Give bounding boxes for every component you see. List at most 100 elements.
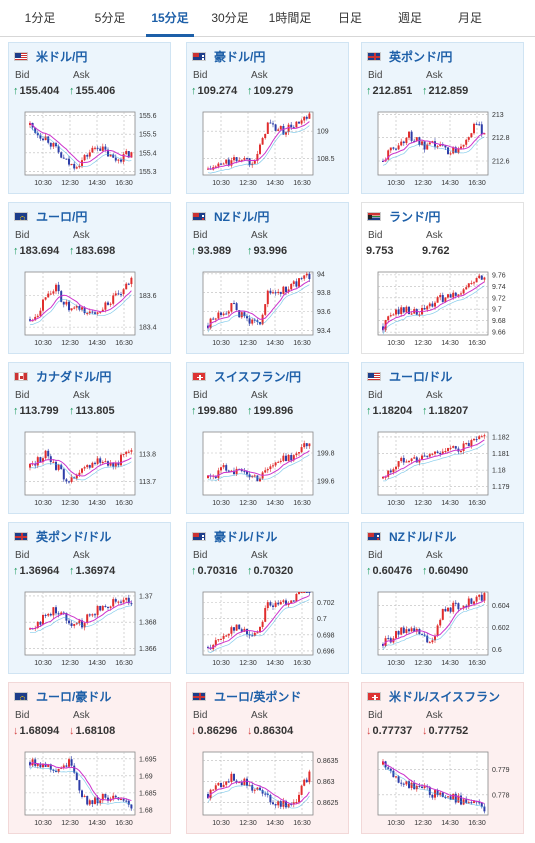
pair-title[interactable]: スイスフラン/円 bbox=[192, 369, 301, 384]
candle bbox=[295, 802, 298, 804]
candle bbox=[465, 287, 468, 290]
tab-3[interactable]: 30分足 bbox=[211, 11, 249, 25]
currency-card[interactable]: ランド/円 Bid Ask 9.753 9.762 10:30 12:30 14:30 16:3… bbox=[361, 202, 524, 354]
candle bbox=[248, 318, 251, 324]
pair-name[interactable]: NZドル/ドル bbox=[389, 529, 457, 544]
candle bbox=[65, 479, 68, 482]
currency-card[interactable]: 英ポンド/ドル Bid Ask ↑1.36964 ↑1.36974 10:30 12:30 1… bbox=[8, 522, 171, 674]
candle bbox=[480, 275, 483, 280]
pair-name[interactable]: スイスフラン/円 bbox=[214, 369, 301, 384]
pair-title[interactable]: カナダドル/円 bbox=[14, 369, 112, 384]
currency-card[interactable]: 英ポンド/円 Bid Ask ↑212.851 ↑212.859 10:30 12:30 14… bbox=[361, 42, 524, 194]
candle bbox=[397, 631, 400, 635]
pair-title[interactable]: 米ドル/スイスフラン bbox=[367, 689, 500, 704]
price-chart[interactable]: 10:30 12:30 14:30 16:30 155.6 155.5 155.4 155.3 bbox=[13, 107, 169, 189]
tab-1[interactable]: 5分足 bbox=[94, 11, 126, 25]
candle bbox=[91, 462, 94, 468]
pair-title[interactable]: ユーロ/英ポンド bbox=[192, 689, 302, 704]
candle bbox=[408, 306, 410, 315]
pair-title[interactable]: ユーロ/豪ドル bbox=[14, 689, 112, 704]
currency-card[interactable]: 米ドル/スイスフラン Bid Ask ↓0.77737 ↓0.77752 10:30 12:… bbox=[361, 682, 524, 834]
pair-title[interactable]: 米ドル/円 bbox=[14, 49, 88, 64]
candle bbox=[382, 161, 384, 162]
pair-name[interactable]: 米ドル/スイスフラン bbox=[389, 689, 500, 704]
candle bbox=[444, 608, 447, 612]
tab-2[interactable]: 15分足 bbox=[140, 0, 200, 37]
pair-name[interactable]: ランド/円 bbox=[389, 209, 441, 224]
pair-name[interactable]: 米ドル/円 bbox=[36, 49, 88, 64]
pair-name[interactable]: カナダドル/円 bbox=[36, 369, 112, 384]
pair-title[interactable]: ユーロ/ドル bbox=[367, 369, 453, 384]
currency-card[interactable]: ユーロ/円 Bid Ask ↑183.694 ↑183.698 10:30 12:30 14:… bbox=[8, 202, 171, 354]
tab-6[interactable]: 週足 bbox=[397, 11, 422, 25]
candle bbox=[452, 147, 455, 154]
tab-4[interactable]: 1時間足 bbox=[268, 11, 312, 25]
price-chart[interactable]: 10:30 12:30 14:30 16:30 94 93.8 93.6 93.4 bbox=[191, 267, 347, 349]
price-chart[interactable]: 10:30 12:30 14:30 16:30 0.702 0.7 0.698 0.696 bbox=[191, 587, 347, 669]
candle bbox=[285, 286, 287, 293]
price-chart[interactable]: 10:30 12:30 14:30 16:30 0.604 0.602 0.6 bbox=[366, 587, 522, 669]
currency-card[interactable]: 豪ドル/ドル Bid Ask ↑0.70316 ↑0.70320 10:30 12:30 14… bbox=[186, 522, 349, 674]
pair-name[interactable]: 豪ドル/円 bbox=[214, 49, 266, 64]
candle bbox=[39, 310, 42, 316]
currency-card[interactable]: ユーロ/ドル Bid Ask ↑1.18204 ↑1.18207 10:30 12:30 14… bbox=[361, 362, 524, 514]
price-chart[interactable]: 10:30 12:30 14:30 16:30 1.695 1.69 1.685 1.68 bbox=[13, 747, 169, 829]
ask-label: Ask bbox=[73, 70, 90, 81]
pair-name[interactable]: ユーロ/ドル bbox=[389, 369, 453, 384]
candle bbox=[238, 624, 241, 630]
price-chart[interactable]: 10:30 12:30 14:30 16:30 183.6 183.4 bbox=[13, 267, 169, 349]
candle bbox=[480, 802, 483, 807]
signal-line bbox=[382, 443, 485, 482]
tab-7[interactable]: 月足 bbox=[457, 11, 482, 25]
currency-card[interactable]: ユーロ/英ポンド Bid Ask ↓0.86296 ↓0.86304 10:30 12:30… bbox=[186, 682, 349, 834]
pair-title[interactable]: 英ポンド/円 bbox=[367, 49, 453, 64]
candle bbox=[49, 456, 52, 462]
x-tick-label: 10:30 bbox=[387, 660, 405, 667]
candle bbox=[447, 448, 449, 452]
price-chart[interactable]: 10:30 12:30 14:30 16:30 0.8635 0.863 0.8625 bbox=[191, 747, 347, 829]
candle bbox=[44, 450, 47, 459]
price-chart[interactable]: 10:30 12:30 14:30 16:30 199.8 199.6 bbox=[191, 427, 347, 509]
price-chart[interactable]: 10:30 12:30 14:30 16:30 9.76 9.74 9.72 9.7 9.68 9… bbox=[366, 267, 522, 349]
currency-card[interactable]: 豪ドル/円 Bid Ask ↑109.274 ↑109.279 10:30 12:30 14:… bbox=[186, 42, 349, 194]
pair-title[interactable]: ユーロ/円 bbox=[14, 209, 88, 224]
currency-card[interactable]: NZドル/ドル Bid Ask ↑0.60476 ↑0.60490 10:30 12:30 1… bbox=[361, 522, 524, 674]
currency-card[interactable]: カナダドル/円 Bid Ask ↑113.799 ↑113.805 10:30 12:30 1… bbox=[8, 362, 171, 514]
candle bbox=[212, 318, 215, 320]
pair-name[interactable]: ユーロ/円 bbox=[36, 209, 88, 224]
currency-card[interactable]: NZドル/円 Bid Ask ↑93.989 ↑93.996 10:30 12:30 14:3… bbox=[186, 202, 349, 354]
currency-card[interactable]: スイスフラン/円 Bid Ask ↑199.880 ↑199.896 10:30 12:30… bbox=[186, 362, 349, 514]
currency-card[interactable]: 米ドル/円 Bid Ask ↑155.404 ↑155.406 10:30 12:30 14:… bbox=[8, 42, 171, 194]
pair-name[interactable]: NZドル/円 bbox=[214, 209, 270, 224]
pair-name[interactable]: 英ポンド/ドル bbox=[36, 529, 112, 544]
candle bbox=[109, 462, 112, 466]
arrow-up-icon: ↑ bbox=[13, 85, 19, 97]
pair-title[interactable]: ランド/円 bbox=[367, 209, 441, 224]
price-chart[interactable]: 10:30 12:30 14:30 16:30 1.182 1.181 1.18 1.179 bbox=[366, 427, 522, 509]
currency-card[interactable]: ユーロ/豪ドル Bid Ask ↓1.68094 ↓1.68108 10:30 12:30 1… bbox=[8, 682, 171, 834]
pair-name[interactable]: 豪ドル/ドル bbox=[214, 529, 278, 544]
pair-title[interactable]: 豪ドル/円 bbox=[192, 49, 266, 64]
tab-0[interactable]: 1分足 bbox=[24, 11, 56, 25]
pair-title[interactable]: 豪ドル/ドル bbox=[192, 529, 278, 544]
price-chart[interactable]: 10:30 12:30 14:30 16:30 1.37 1.368 1.366 bbox=[13, 587, 169, 669]
pair-name[interactable]: 英ポンド/円 bbox=[389, 49, 453, 64]
candle bbox=[112, 795, 115, 799]
pair-title[interactable]: NZドル/ドル bbox=[367, 529, 457, 544]
price-chart[interactable]: 10:30 12:30 14:30 16:30 0.779 0.778 bbox=[366, 747, 522, 829]
price-chart[interactable]: 10:30 12:30 14:30 16:30 213 212.8 212.6 bbox=[366, 107, 522, 189]
candle bbox=[387, 767, 390, 769]
candle bbox=[57, 284, 60, 292]
pair-name[interactable]: ユーロ/英ポンド bbox=[214, 689, 302, 704]
candle bbox=[94, 614, 96, 616]
candle bbox=[73, 307, 76, 309]
candle bbox=[259, 626, 261, 633]
candle bbox=[285, 800, 287, 808]
pair-title[interactable]: NZドル/円 bbox=[192, 209, 270, 224]
tab-5[interactable]: 日足 bbox=[337, 11, 362, 25]
pair-title[interactable]: 英ポンド/ドル bbox=[14, 529, 112, 544]
arrow-down-icon: ↓ bbox=[366, 725, 372, 737]
price-chart[interactable]: 10:30 12:30 14:30 16:30 109 108.5 bbox=[191, 107, 347, 189]
pair-name[interactable]: ユーロ/豪ドル bbox=[36, 689, 112, 704]
price-chart[interactable]: 10:30 12:30 14:30 16:30 113.8 113.7 bbox=[13, 427, 169, 509]
